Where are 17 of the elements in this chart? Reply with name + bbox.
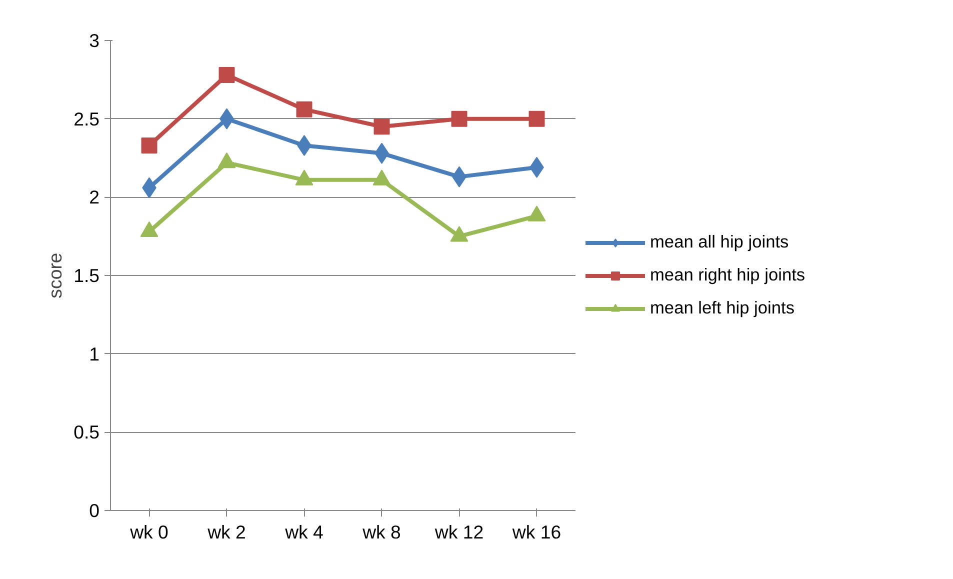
x-tick-label: wk 0 — [129, 522, 168, 542]
y-tick-label: 1 — [89, 343, 100, 364]
x-tick-label: wk 2 — [206, 522, 246, 542]
y-tick-label: 0.5 — [74, 422, 100, 443]
legend-label: mean all hip joints — [650, 232, 789, 252]
legend-label: mean left hip joints — [650, 298, 794, 318]
x-tick-label: wk 12 — [434, 522, 484, 542]
x-tick-label: wk 8 — [362, 522, 401, 542]
x-tick-label: wk 16 — [511, 522, 562, 542]
y-tick-label: 1.5 — [74, 265, 100, 286]
y-tick-label: 2.5 — [74, 108, 100, 130]
x-tick-label: wk 4 — [284, 522, 324, 542]
legend-label: mean right hip joints — [650, 264, 806, 286]
y-tick-label: 3 — [89, 30, 100, 51]
y-tick-label: 0 — [89, 500, 100, 521]
y-tick-label: 2 — [89, 186, 100, 208]
y-axis-title: score — [44, 252, 66, 298]
